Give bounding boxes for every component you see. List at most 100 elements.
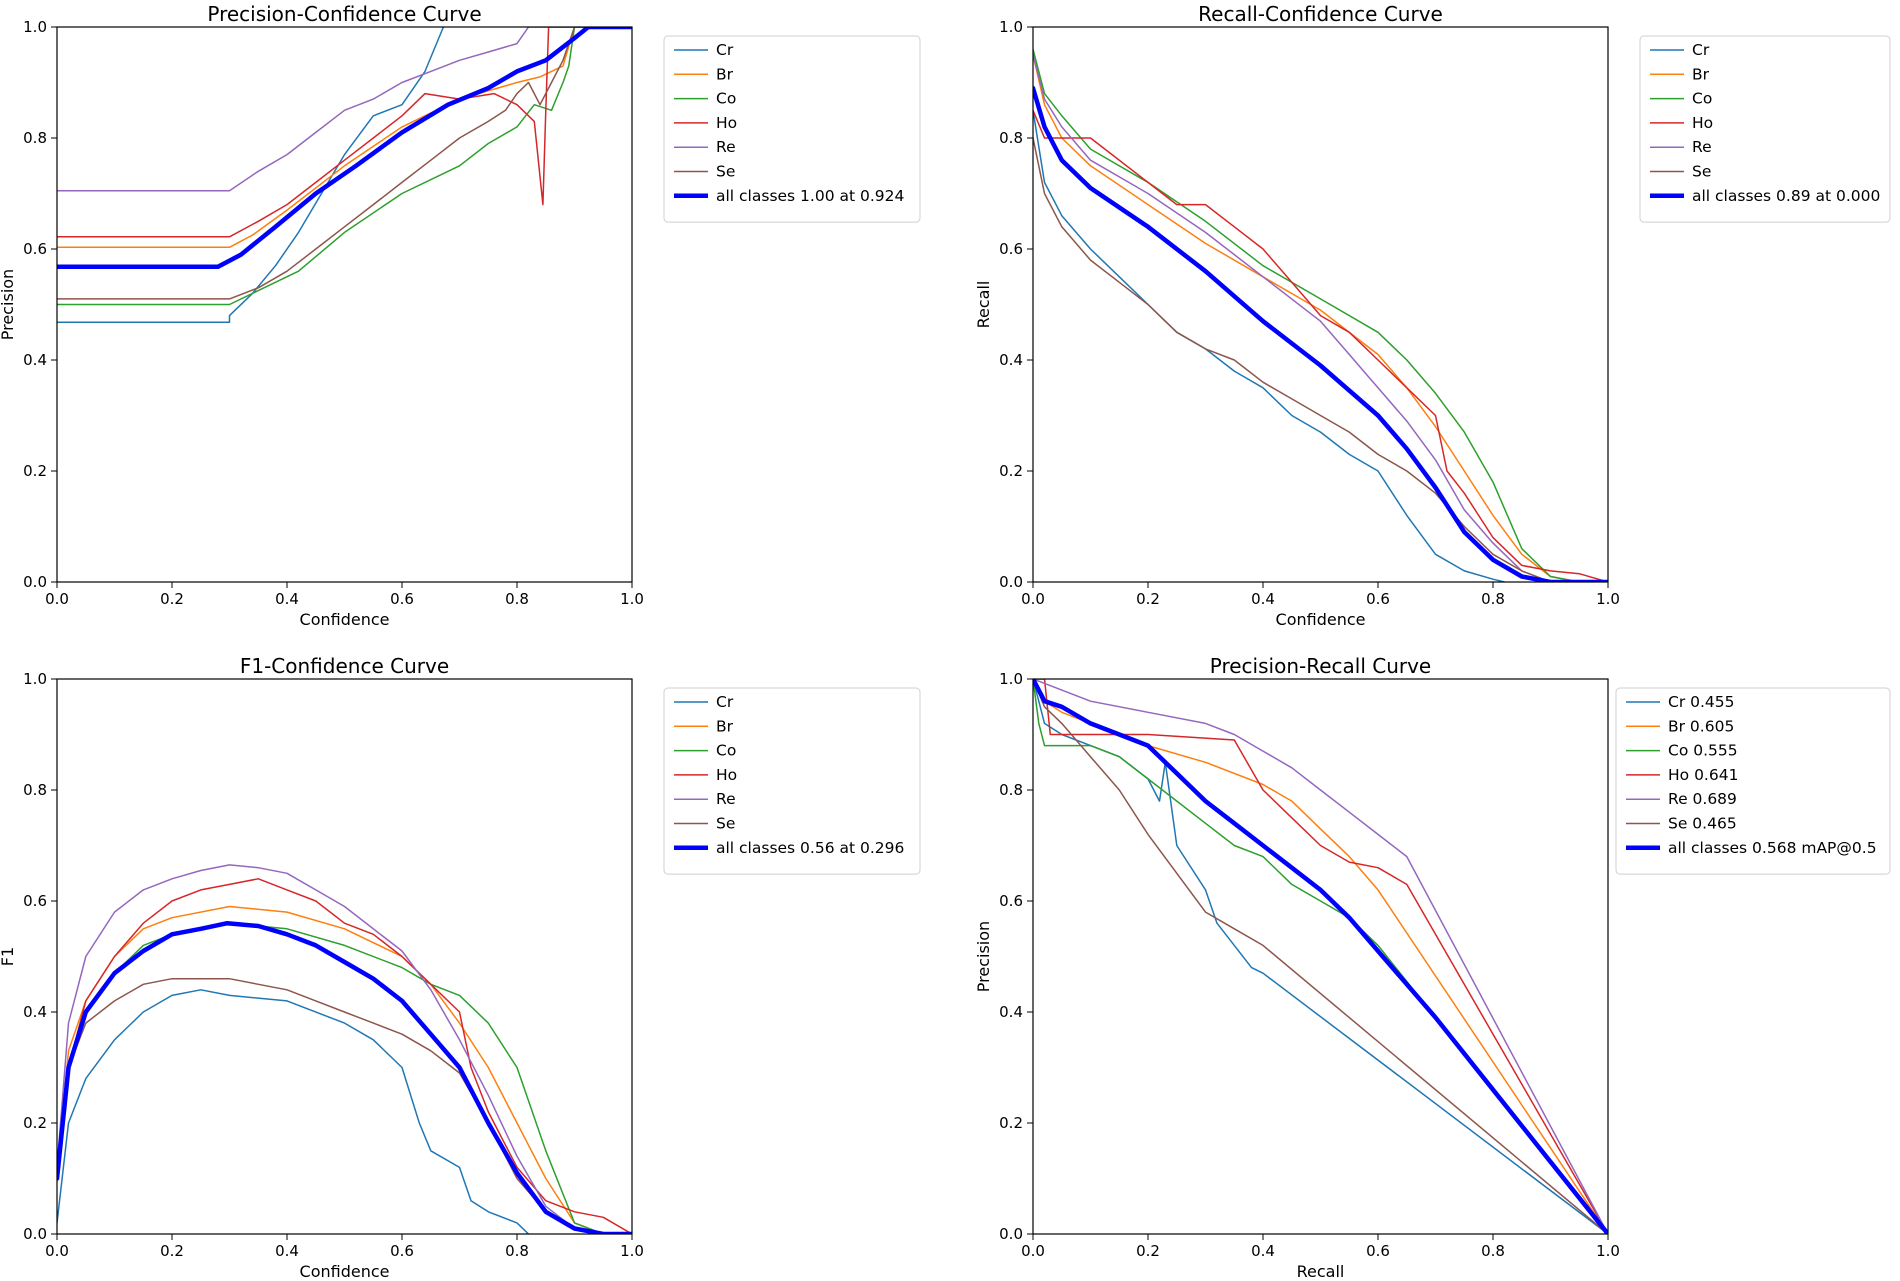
x-tick-label: 0.8: [505, 590, 529, 608]
chart-panel-rc: Recall-Confidence Curve 0.0 0.2 0.4 0.6 0.8 1.…: [974, 2, 1891, 629]
y-tick-label: 0.2: [999, 1114, 1023, 1132]
series-line-br: [1033, 679, 1608, 1234]
plot-area: [1033, 27, 1608, 582]
legend-label: Ho: [716, 766, 737, 784]
series-line-cr: [1033, 679, 1608, 1234]
y-tick-label: 1.0: [999, 670, 1023, 688]
plot-frame: [1032, 26, 1609, 583]
legend-label: Se: [1692, 163, 1711, 181]
x-axis-label: Confidence: [1276, 610, 1366, 629]
y-axis-label: F1: [0, 947, 17, 966]
y-tick-label: 0.6: [23, 240, 47, 258]
plot-frame: [1032, 678, 1609, 1235]
legend: Cr Br Co Ho Re Se all classes 1.00 at 0.924: [663, 35, 921, 223]
x-tick-label: 0.0: [45, 1242, 69, 1260]
legend-label: Se: [716, 163, 735, 181]
legend-label: Re: [716, 138, 736, 156]
y-tick-label: 0.8: [23, 129, 47, 147]
legend-label: Co 0.555: [1668, 742, 1738, 760]
legend-label: Co: [716, 90, 736, 108]
series-line-re: [1033, 54, 1608, 582]
chart-title: Recall-Confidence Curve: [1198, 2, 1443, 26]
legend-box: [1639, 35, 1891, 223]
series-line-ho: [57, 878, 632, 1234]
series-line-se: [57, 27, 632, 300]
legend-label: Se 0.465: [1668, 815, 1737, 833]
legend-label: Br 0.605: [1668, 717, 1734, 735]
chart-panel-pr: Precision-Recall Curve 0.0 0.2 0.4 0.6 0.8 1.0…: [974, 654, 1891, 1281]
y-tick-label: 0.2: [23, 462, 47, 480]
chart-title: F1-Confidence Curve: [240, 654, 449, 678]
y-tick-label: 0.6: [999, 892, 1023, 910]
series-line-re: [1033, 679, 1608, 1234]
series-line-cr: [57, 27, 445, 324]
y-tick-label: 0.0: [999, 573, 1023, 591]
legend-label: Re: [716, 790, 736, 808]
plot-area: [1033, 679, 1608, 1234]
series-line-se: [1033, 679, 1608, 1234]
y-tick-label: 1.0: [999, 18, 1023, 36]
y-tick-label: 0.0: [999, 1225, 1023, 1243]
x-tick-label: 0.2: [160, 590, 184, 608]
x-tick-label: 0.6: [390, 590, 414, 608]
series-line-all-classes: [57, 920, 632, 1234]
series-line-re: [57, 864, 632, 1234]
y-axis-label: Precision: [0, 269, 17, 340]
chart-title: Precision-Confidence Curve: [207, 2, 481, 26]
legend-label: Co: [716, 742, 736, 760]
series-line-cr: [57, 989, 530, 1234]
x-tick-label: 1.0: [620, 590, 644, 608]
x-tick-label: 1.0: [1596, 1242, 1620, 1260]
x-tick-label: 0.0: [1021, 1242, 1045, 1260]
series-line-cr: [1033, 109, 1506, 582]
series-line-re: [57, 27, 632, 192]
series-line-co: [57, 27, 632, 306]
series-line-co: [1033, 679, 1608, 1234]
legend-label: Ho: [1692, 114, 1713, 132]
legend-label: all classes 0.568 mAP@0.5: [1668, 839, 1877, 857]
legend-box: [663, 35, 921, 223]
series-line-br: [1033, 54, 1608, 582]
series-line-all-classes: [1033, 85, 1608, 582]
chart-panel-f1: F1-Confidence Curve 0.0 0.2 0.4 0.6 0.8 1.0 0.0…: [0, 654, 921, 1281]
legend-label: Re 0.689: [1668, 790, 1737, 808]
x-tick-label: 0.4: [1251, 590, 1275, 608]
x-tick-label: 0.4: [275, 1242, 299, 1260]
y-tick-label: 0.0: [23, 1225, 47, 1243]
legend: Cr Br Co Ho Re Se all classes 0.56 at 0.296: [663, 687, 921, 875]
plot-frame: [56, 26, 633, 583]
x-tick-label: 0.8: [1481, 1242, 1505, 1260]
legend-box: [663, 687, 921, 875]
legend-label: Br: [716, 65, 734, 83]
x-tick-label: 0.8: [1481, 590, 1505, 608]
legend-label: Br: [1692, 65, 1710, 83]
legend-label: Co: [1692, 90, 1712, 108]
x-tick-label: 0.4: [1251, 1242, 1275, 1260]
legend: Cr Br Co Ho Re Se all classes 0.89 at 0.000: [1639, 35, 1891, 223]
y-tick-label: 1.0: [23, 18, 47, 36]
x-tick-label: 0.4: [275, 590, 299, 608]
x-tick-label: 0.0: [45, 590, 69, 608]
legend-label: Br: [716, 717, 734, 735]
y-axis-label: Recall: [974, 281, 993, 329]
series-line-ho: [1033, 679, 1608, 1234]
x-tick-label: 1.0: [1596, 590, 1620, 608]
y-tick-label: 0.4: [999, 1003, 1023, 1021]
series-line-all-classes: [1033, 679, 1608, 1234]
x-axis-label: Confidence: [300, 610, 390, 629]
y-tick-label: 0.0: [23, 573, 47, 591]
chart-panel-pc: Precision-Confidence Curve 0.0 0.2 0.4 0.6 0.…: [0, 2, 921, 629]
legend-box: [1615, 687, 1891, 875]
legend-label: Cr: [1692, 41, 1710, 59]
x-tick-label: 0.8: [505, 1242, 529, 1260]
y-axis-label: Precision: [974, 921, 993, 992]
series-line-ho: [1033, 109, 1608, 582]
plot-frame: [56, 678, 633, 1235]
legend-label: Re: [1692, 138, 1712, 156]
legend-label: all classes 1.00 at 0.924: [716, 187, 904, 205]
plot-area: [57, 679, 632, 1234]
x-tick-label: 0.2: [1136, 1242, 1160, 1260]
x-tick-label: 0.2: [1136, 590, 1160, 608]
y-tick-label: 1.0: [23, 670, 47, 688]
x-tick-label: 0.0: [1021, 590, 1045, 608]
